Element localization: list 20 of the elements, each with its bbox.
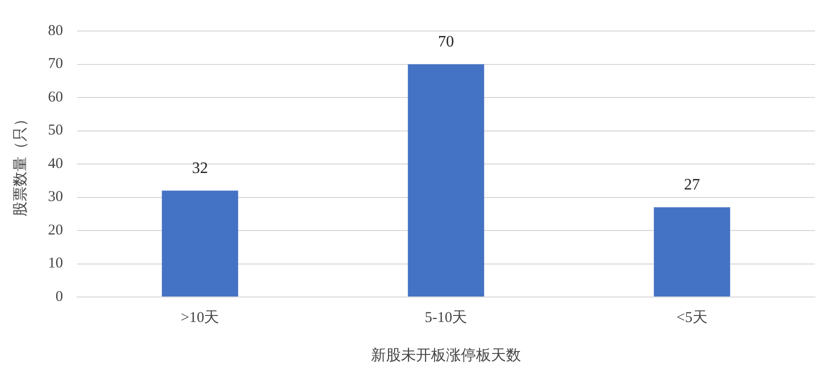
bar: [162, 190, 238, 296]
y-tick-label: 20: [48, 222, 63, 238]
y-tick-label: 0: [56, 288, 63, 305]
data-label: 32: [192, 160, 208, 177]
data-label: 27: [684, 176, 700, 194]
bar: [654, 207, 730, 296]
x-axis-title: 新股未开板涨停板天数: [371, 346, 521, 364]
x-tick-label: <5天: [676, 310, 708, 326]
y-tick-label: 10: [48, 256, 63, 272]
data-label: 70: [438, 33, 454, 50]
y-tick-label: 80: [48, 22, 63, 39]
y-tick-label: 60: [48, 89, 63, 106]
x-tick-label: >10天: [180, 310, 220, 326]
bar: [408, 64, 484, 296]
x-tick-label: 5-10天: [424, 310, 468, 326]
y-tick-label: 30: [48, 189, 63, 206]
y-tick-label: 50: [48, 122, 63, 139]
y-tick-label: 70: [48, 56, 63, 72]
y-axis-title: 股票数量（只）: [12, 112, 29, 216]
y-tick-label: 40: [48, 156, 63, 172]
